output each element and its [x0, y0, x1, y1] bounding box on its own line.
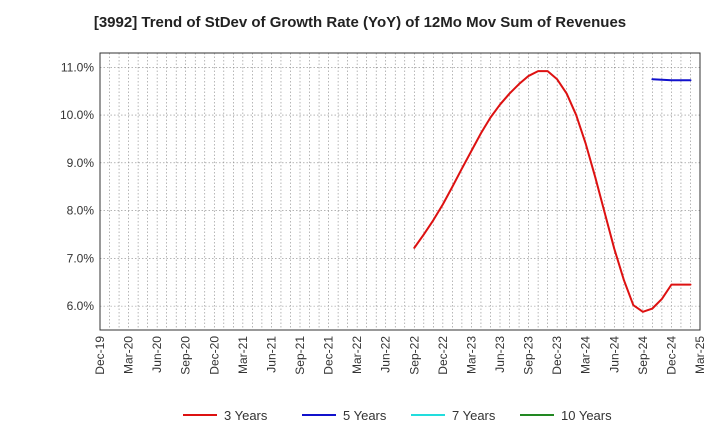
legend-label-7-years: 7 Years — [452, 408, 496, 423]
x-tick-label: Jun-20 — [150, 336, 164, 373]
grid-lines — [100, 53, 700, 330]
y-tick-label: 6.0% — [67, 299, 95, 313]
y-tick-label: 11.0% — [61, 60, 94, 74]
x-tick-label: Jun-24 — [607, 336, 621, 373]
x-tick-label: Dec-23 — [550, 336, 564, 375]
x-tick-label: Sep-24 — [636, 336, 650, 375]
y-tick-label: 9.0% — [67, 156, 95, 170]
x-tick-label: Sep-21 — [293, 336, 307, 375]
x-tick-label: Dec-19 — [93, 336, 107, 375]
x-tick-label: Mar-20 — [122, 336, 136, 374]
series-line-5-years — [651, 78, 692, 82]
x-tick-label: Mar-21 — [236, 336, 250, 374]
x-tick-label: Dec-22 — [436, 336, 450, 375]
x-tick-label: Sep-23 — [522, 336, 536, 375]
y-tick-label: 7.0% — [67, 251, 95, 265]
y-tick-label: 8.0% — [67, 204, 95, 218]
x-tick-label: Dec-20 — [207, 336, 221, 375]
x-tick-label: Mar-24 — [579, 336, 593, 374]
plot-area — [100, 53, 700, 330]
legend-label-10-years: 10 Years — [561, 408, 612, 423]
x-tick-label: Sep-22 — [407, 336, 421, 375]
x-tick-label: Dec-21 — [322, 336, 336, 375]
series-line-3-years — [413, 70, 692, 313]
series-lines — [413, 70, 692, 313]
x-tick-label: Sep-20 — [179, 336, 193, 375]
x-axis-tick-labels: Dec-19 Mar-20 Jun-20 Sep-20 Dec-20 Mar-21 Jun-… — [93, 336, 707, 375]
x-tick-label: Jun-21 — [264, 336, 278, 373]
legend-label-3-years: 3 Years — [224, 408, 268, 423]
x-tick-label: Dec-24 — [664, 336, 678, 375]
x-tick-label: Mar-23 — [464, 336, 478, 374]
legend: 3 Years 5 Years 7 Years 10 Years — [183, 408, 612, 423]
legend-label-5-years: 5 Years — [343, 408, 387, 423]
x-tick-label: Jun-23 — [493, 336, 507, 373]
x-tick-label: Mar-25 — [693, 336, 707, 374]
y-tick-label: 10.0% — [60, 108, 94, 122]
chart-title: [3992] Trend of StDev of Growth Rate (Yo… — [93, 14, 627, 31]
plot-border — [99, 52, 701, 331]
x-tick-label: Mar-22 — [350, 336, 364, 374]
x-tick-label: Jun-22 — [379, 336, 393, 373]
y-axis-tick-labels: 6.0% 7.0% 8.0% 9.0% 10.0% 11.0% — [60, 60, 94, 313]
